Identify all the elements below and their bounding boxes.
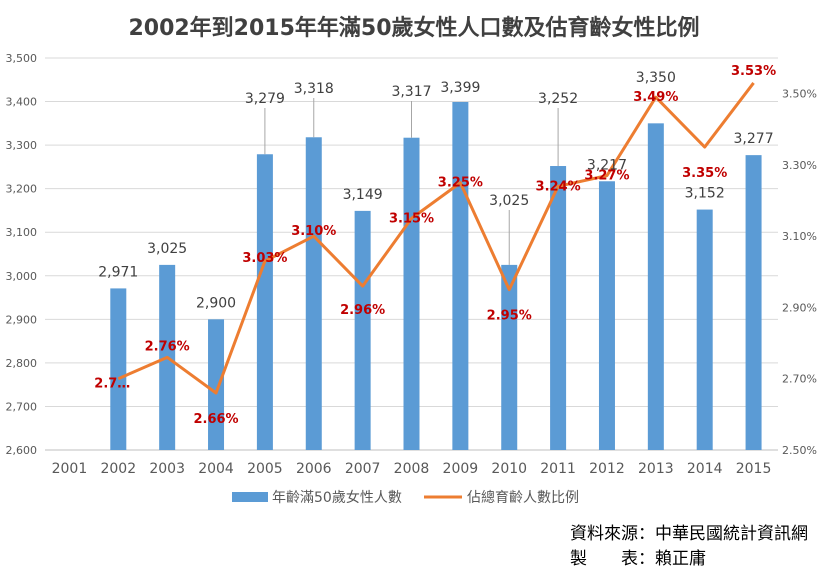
author-line: 製 表：賴正庸 [570,549,706,569]
source-note: 資料來源：中華民國統計資訊網 製 表：賴正庸 [570,522,808,572]
rate-value-label: 3.53% [731,64,776,79]
x-tick-label: 2013 [638,461,674,477]
rate-value-label: 3.25% [438,176,483,191]
x-tick-label: 2003 [149,461,185,477]
bar-value-label: 3,025 [147,241,187,257]
bar-value-label: 2,900 [196,295,236,311]
x-tick-label: 2014 [687,461,723,477]
right-tick-label: 2.90% [782,301,817,314]
bar-value-label: 3,318 [294,81,334,97]
left-tick-label: 2,700 [6,400,38,413]
rate-value-label: 3.10% [291,224,336,239]
bar-value-label: 3,149 [343,187,383,203]
x-tick-label: 2008 [394,461,430,477]
right-tick-label: 3.30% [782,159,817,172]
bar-value-label: 3,277 [734,131,774,147]
bar-value-label: 3,152 [685,186,725,202]
legend-line-label: 佔總育齡人數比例 [467,489,579,506]
bar [403,137,420,450]
x-axis: 2001 2002 2003 2004 2005 2006 2007 2008 2009 2010… [45,449,778,477]
legend-bar-label: 年齡滿50歲女性人數 [272,489,402,506]
left-tick-label: 2,600 [6,444,38,457]
bar-series [110,101,762,451]
bar-value-label: 3,399 [440,80,480,96]
right-axis: 2.50% 2.70% 2.90% 3.10% 3.30% 3.50% [782,88,817,457]
chart-title: 2002年到2015年年滿50歲女性人口數及估育齡女性比例 [128,16,700,41]
left-tick-label: 3,400 [6,96,38,109]
bar-value-label: 3,025 [489,193,529,209]
x-tick-label: 2010 [491,461,527,477]
right-tick-label: 3.50% [782,88,817,101]
rate-value-label: 3.15% [389,211,434,226]
rate-value-label: 2.96% [340,303,385,318]
x-tick-label: 2002 [100,461,136,477]
bar-labels: 2,971 3,025 2,900 3,279 3,318 3,149 3,317 3,399… [98,70,773,311]
rate-value-label: 3.49% [633,90,678,105]
left-tick-label: 3,200 [6,183,38,196]
rate-line [117,82,755,395]
rate-value-label: 2.7… [94,377,130,392]
bar [110,288,127,450]
bar [305,137,322,450]
x-tick-label: 2006 [296,461,332,477]
x-tick-label: 2011 [540,461,576,477]
bar-value-label: 2,971 [98,264,138,280]
left-tick-label: 2,800 [6,357,38,370]
bar [452,101,469,450]
legend-bar-swatch [232,492,268,502]
right-tick-label: 2.70% [782,373,817,386]
x-tick-label: 2012 [589,461,625,477]
bar-value-label: 3,317 [391,84,431,100]
rate-value-label: 3.27% [584,169,629,184]
x-tick-label: 2005 [247,461,283,477]
bar [598,181,615,451]
rate-value-label: 3.03% [242,251,287,266]
x-tick-label: 2015 [736,461,772,477]
left-tick-label: 3,500 [6,52,38,65]
right-tick-label: 2.50% [782,444,817,457]
rate-labels: 2.7…2.76%2.66%3.03%3.10%2.96%3.15%3.25%2… [94,64,776,427]
bar [208,319,225,450]
bar [696,209,713,450]
source-line: 資料來源：中華民國統計資訊網 [570,524,808,544]
rate-value-label: 3.24% [536,179,581,194]
x-tick-label: 2001 [52,461,88,477]
bar [354,210,371,450]
bar-value-label: 3,217 [587,157,627,173]
bar-label-leaders [264,98,559,265]
bar-value-label: 3,350 [636,70,676,86]
legend: 年齡滿50歲女性人數 佔總育齡人數比例 [232,489,579,506]
x-tick-label: 2004 [198,461,234,477]
bar-value-label: 3,279 [245,91,285,107]
left-tick-label: 3,300 [6,139,38,152]
bar [745,155,762,450]
rate-value-label: 2.95% [487,309,532,324]
bar [256,154,273,450]
bar [647,123,664,450]
rate-value-label: 2.66% [193,412,238,427]
rate-value-label: 3.35% [682,166,727,181]
x-tick-label: 2007 [345,461,381,477]
bar [550,166,567,451]
left-tick-label: 2,900 [6,313,38,326]
line-series [117,82,755,395]
bar [501,264,518,450]
right-tick-label: 3.10% [782,230,817,243]
left-axis: 2,600 2,700 2,800 2,900 3,000 3,100 3,200 3,300… [6,52,38,457]
left-tick-label: 3,000 [6,270,38,283]
left-tick-label: 3,100 [6,226,38,239]
bar-value-label: 3,252 [538,91,578,107]
rate-value-label: 2.76% [145,339,190,354]
x-tick-label: 2009 [443,461,479,477]
